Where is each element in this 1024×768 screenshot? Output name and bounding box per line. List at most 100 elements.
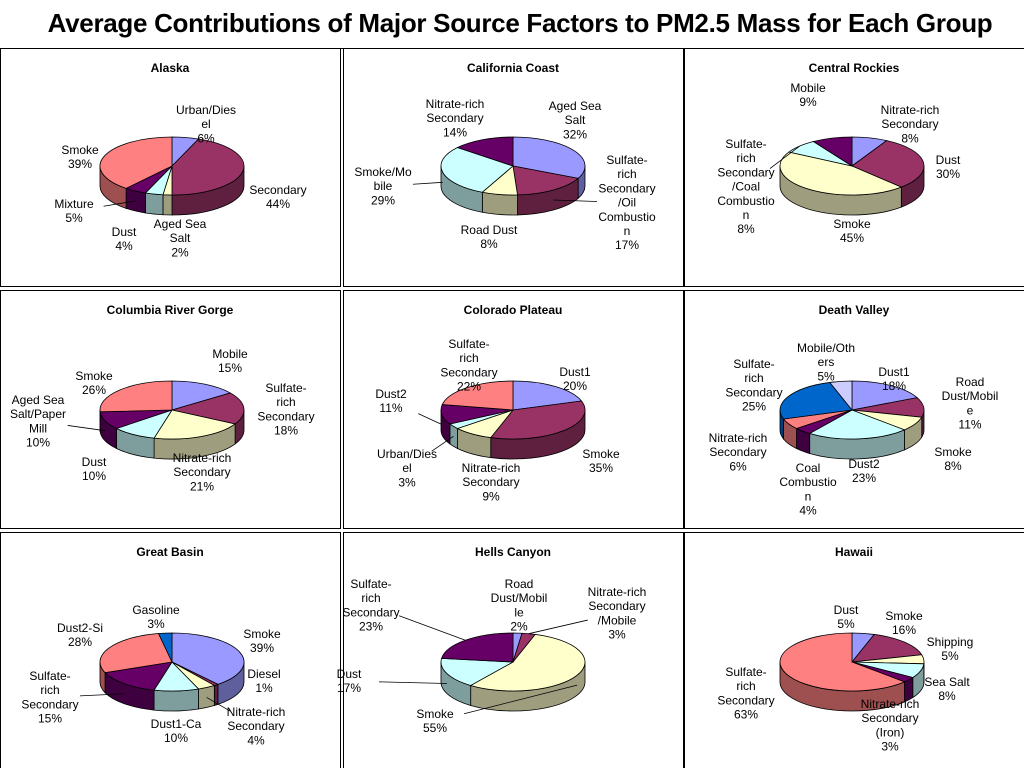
- pie-slice: [440, 147, 514, 193]
- leader-line: [79, 693, 125, 697]
- pie-slice: [512, 165, 580, 196]
- chart-title: Colorado Plateau: [464, 303, 563, 317]
- slice-label: Dust 10%: [82, 455, 107, 483]
- pie-slice: [851, 140, 925, 188]
- slice-label: Dust2 11%: [375, 387, 407, 415]
- slice-label: Sea Salt 8%: [924, 675, 970, 703]
- slice-label: Dust 4%: [112, 225, 137, 253]
- page-title: Average Contributions of Major Source Fa…: [47, 8, 993, 38]
- pie-slice: [104, 661, 173, 691]
- slice-label: Nitrate-rich Secondary 14%: [426, 97, 485, 139]
- pie-slice: [171, 632, 245, 685]
- pie-slice: [456, 136, 514, 167]
- slice-label: Coal Combustio n 4%: [779, 461, 837, 518]
- chart-title: California Coast: [467, 61, 559, 75]
- leader-line: [378, 681, 447, 684]
- slice-label: Aged Sea Salt/Paper Mill 10%: [10, 393, 66, 450]
- chart-panel-border: [343, 290, 684, 529]
- slice-label: Mobile/Oth ers 5%: [797, 341, 855, 383]
- pie-slice: [851, 380, 919, 411]
- slice-label: Smoke 16%: [885, 609, 923, 637]
- slice-label: Road Dust 8%: [461, 223, 518, 251]
- pie-slice: [99, 136, 173, 189]
- pie-slice: [512, 136, 586, 179]
- slice-label: Urban/Dies el 3%: [377, 447, 437, 489]
- pie-slice: [441, 380, 514, 411]
- slice-label: Smoke 26%: [75, 369, 113, 397]
- slice-label: Smoke 39%: [61, 143, 99, 171]
- pie-slice: [99, 633, 173, 674]
- pie-slice: [779, 632, 906, 692]
- pie-slice-side: [145, 192, 164, 216]
- chart-panel-border: [0, 290, 341, 529]
- slice-label: Nitrate-rich Secondary 9%: [462, 461, 521, 503]
- leader-line: [67, 425, 106, 432]
- pie-slice: [828, 380, 853, 412]
- chart-title: Hawaii: [835, 545, 873, 559]
- slice-label: Sulfate-rich Secondary/Coal Combustio n 8%: [717, 137, 775, 236]
- slice-label: Aged Sea Salt 2%: [154, 217, 207, 259]
- chart-panel-border: [684, 532, 1024, 768]
- pie-slice: [99, 380, 173, 413]
- slice-label: Sulfate-rich Secondary 18%: [257, 381, 314, 438]
- slice-label: Road Dust/Mobil e 11%: [942, 375, 999, 432]
- slice-label: Dust 5%: [834, 603, 859, 631]
- slice-label: Dust 30%: [936, 153, 961, 181]
- pie-slice: [441, 632, 514, 663]
- slice-label: Mixture 5%: [54, 197, 94, 225]
- slice-label: Dust2-Si 28%: [57, 621, 103, 649]
- leader-line: [398, 615, 466, 641]
- slice-label: Road Dust/Mobil le 2%: [491, 577, 548, 634]
- chart-panel-border: [0, 532, 341, 768]
- slice-label: Sulfate-rich Secondary 25%: [725, 357, 782, 414]
- leader-line: [412, 181, 443, 185]
- chart-title: Great Basin: [136, 545, 203, 559]
- pie-chart: Hells Canyon Road Dust/Mobil le 2% Nitrate-ri…: [337, 545, 647, 735]
- chart-title: Alaska: [151, 61, 190, 75]
- slice-label: Sulfate-rich Secondary 63%: [717, 665, 774, 722]
- slice-label: Urban/Dies el 6%: [176, 103, 236, 145]
- slice-label: Nitrate-rich Secondary 21%: [173, 451, 232, 493]
- pie-chart: Death Valley Dust1 18% Road Dust/Mobil e 11% Sm…: [709, 303, 999, 518]
- pie-slice: [469, 633, 586, 692]
- leader-line: [103, 200, 136, 207]
- slice-label: Secondary 44%: [249, 183, 306, 211]
- slice-label: Aged Sea Salt 32%: [549, 99, 602, 141]
- slice-label: Smoke 39%: [243, 627, 281, 655]
- leader-line: [418, 413, 443, 425]
- pie-slice: [440, 657, 515, 686]
- pie-slice: [171, 380, 232, 411]
- slice-label: Nitrate-rich Secondary (Iron) 3%: [861, 697, 920, 754]
- slice-label: Smoke 8%: [934, 445, 972, 473]
- pie-slice-side: [198, 684, 215, 710]
- chart-title: Central Rockies: [809, 61, 900, 75]
- leader-line: [463, 684, 578, 715]
- chart-title: Columbia River Gorge: [107, 303, 234, 317]
- leader-line: [553, 199, 598, 202]
- pie-slice: [157, 632, 173, 663]
- slice-label: Nitrate-rich Secondary 8%: [881, 103, 940, 145]
- slice-label: Gasoline 3%: [132, 603, 180, 631]
- pie-slice: [812, 136, 853, 167]
- slice-label: Nitrate-rich Secondary/Mobile 3%: [588, 585, 647, 642]
- slice-label: Dust1 20%: [559, 365, 591, 393]
- pie-chart: Columbia River Gorge Mobile 15% Sulfate-ric…: [10, 303, 315, 493]
- pie-chart: Hawaii Dust 5% Smoke 16%Shipping 5% Sea Salt 8%…: [717, 545, 973, 754]
- chart-panel-border: [343, 532, 684, 768]
- leader-line: [206, 697, 231, 712]
- pie-slice: [489, 400, 586, 440]
- pie-slice-side: [162, 194, 173, 216]
- slice-label: Smoke/Mo bile 29%: [354, 165, 412, 207]
- pie-slice: [779, 151, 903, 196]
- chart-panel-border: [684, 290, 1024, 529]
- slice-label: Mobile 15%: [212, 347, 248, 375]
- slice-label: Diesel 1%: [247, 667, 280, 695]
- chart-title: Death Valley: [819, 303, 890, 317]
- slice-label: Nitrate-rich Secondary 6%: [709, 431, 768, 473]
- pie-slice-side: [481, 191, 518, 216]
- slice-label: Smoke 55%: [416, 707, 454, 735]
- slice-label: Sulfate-rich Secondary 23%: [342, 577, 399, 634]
- pie-slice-side: [153, 688, 199, 712]
- leader-line: [528, 619, 588, 635]
